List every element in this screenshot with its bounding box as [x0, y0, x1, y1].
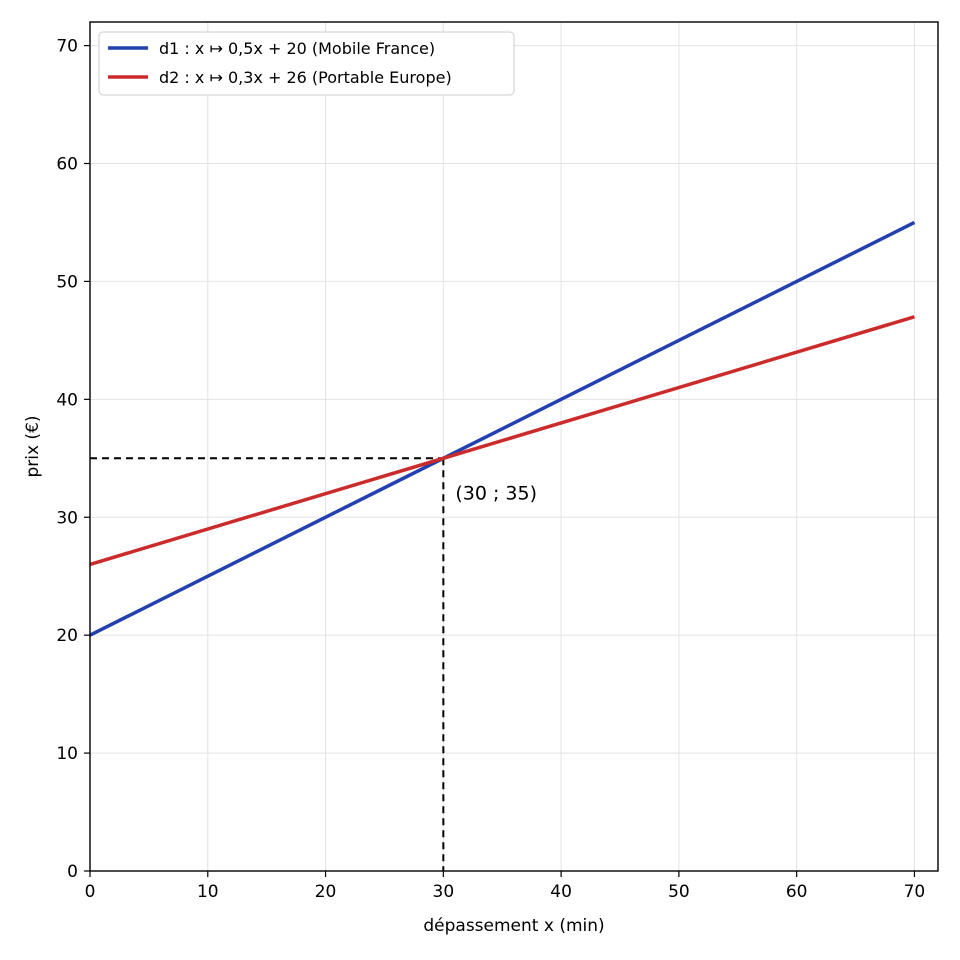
x-axis-label: dépassement x (min) — [423, 916, 604, 936]
legend-box — [98, 31, 515, 96]
series-line-d2 — [89, 315, 915, 567]
x-tick-label: 60 — [786, 882, 808, 902]
y-tick-label: 30 — [56, 508, 78, 528]
x-tick-label: 0 — [85, 882, 96, 902]
y-axis-label: prix (€) — [23, 415, 43, 477]
x-tick-label: 30 — [433, 882, 455, 902]
y-tick-label: 20 — [56, 626, 78, 646]
series-lines — [89, 220, 916, 637]
y-tick-label: 0 — [67, 862, 78, 882]
x-tick-label: 50 — [668, 882, 690, 902]
legend-entry-d1: d1 : x ↦ 0,5x + 20 (Mobile France) — [159, 39, 435, 58]
y-tick-label: 60 — [56, 155, 78, 175]
y-tick-label: 40 — [56, 390, 78, 410]
intersection-label: (30 ; 35) — [455, 482, 537, 504]
intersection-guides — [90, 457, 445, 871]
x-tick-label: 10 — [197, 882, 219, 902]
series-line-d1 — [89, 220, 916, 637]
legend-entry-d2: d2 : x ↦ 0,3x + 26 (Portable Europe) — [159, 68, 452, 87]
y-tick-label: 70 — [56, 37, 78, 57]
x-tick-label: 70 — [904, 882, 926, 902]
y-tick-label: 50 — [56, 272, 78, 292]
legend: d1 : x ↦ 0,5x + 20 (Mobile France) d2 : … — [98, 31, 515, 96]
x-tick-label: 40 — [550, 882, 572, 902]
x-tick-label: 20 — [315, 882, 337, 902]
plot-frame — [89, 21, 939, 872]
axis-ticks: 0 10 20 30 40 50 60 70 0 10 20 30 40 50 60 70 — [56, 37, 925, 902]
y-tick-label: 10 — [56, 744, 78, 764]
